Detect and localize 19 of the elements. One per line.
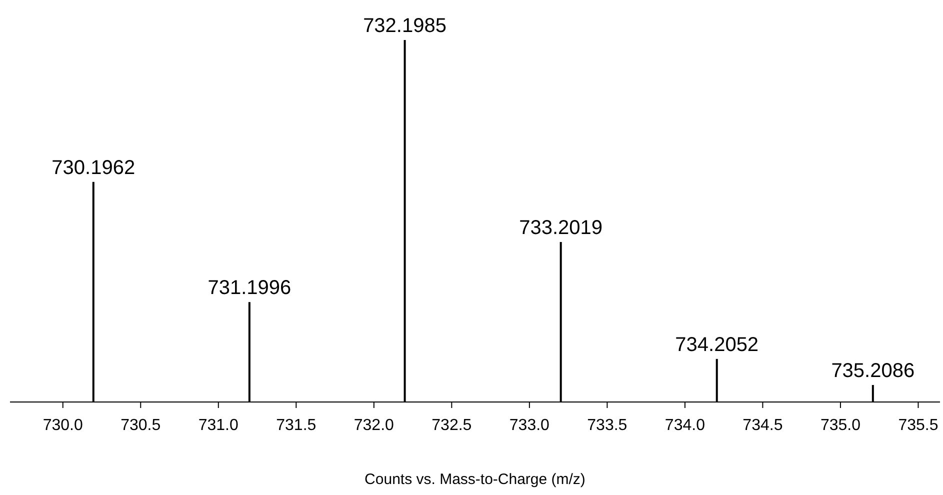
x-tick-label: 734.0 — [664, 417, 706, 434]
x-tick-label: 730.0 — [42, 417, 83, 434]
x-tick-label: 731.5 — [276, 417, 316, 434]
x-tick-label: 732.0 — [354, 417, 394, 434]
x-tick-label: 735.5 — [898, 417, 938, 434]
x-tick-label: 735.0 — [820, 417, 861, 434]
annotation: 734.2052 — [675, 334, 759, 356]
annotation: 732.1985 — [363, 15, 446, 37]
x-tick-label: 734.5 — [742, 417, 783, 434]
x-tick-label: 731.0 — [198, 417, 239, 434]
x-tick-label: 730.5 — [120, 417, 161, 434]
annotation: 731.1996 — [208, 277, 292, 300]
annotation: 735.2086 — [831, 360, 915, 382]
annotation: 730.1962 — [52, 156, 136, 179]
x-axis-title: Counts vs. Mass-to-Charge (m/z) — [364, 471, 586, 488]
x-tick-label: 732.5 — [432, 417, 472, 434]
x-tick-label: 733.5 — [587, 417, 628, 434]
x-tick-label: 733.0 — [509, 417, 550, 434]
annotation: 733.2019 — [519, 216, 603, 239]
